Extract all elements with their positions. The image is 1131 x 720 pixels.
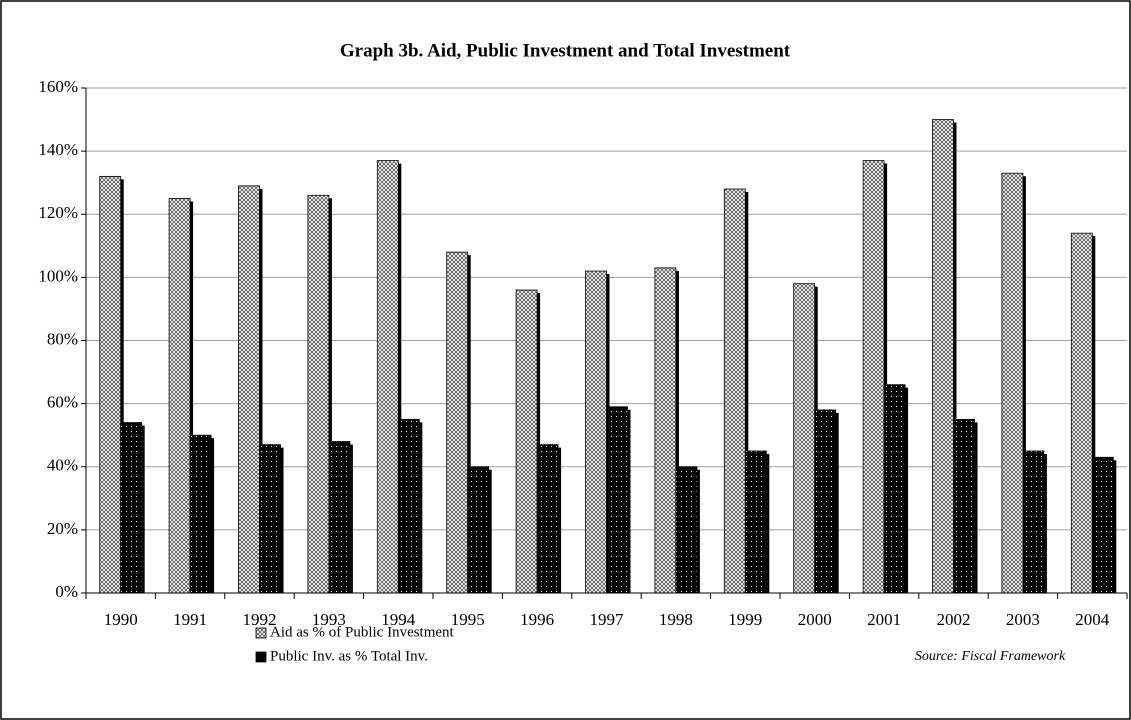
bar: [1091, 456, 1114, 594]
x-tick-label: 1992: [243, 610, 277, 629]
x-tick-label: 1997: [590, 610, 625, 629]
bar: [328, 441, 351, 594]
bar: [862, 160, 885, 594]
bar: [397, 419, 420, 594]
bar: [723, 188, 746, 594]
bar: [585, 270, 607, 594]
y-tick-label: 0%: [55, 582, 78, 601]
x-tick-label: 2002: [937, 610, 971, 629]
y-tick-label: 20%: [47, 519, 78, 538]
bar: [515, 289, 538, 594]
y-tick-label: 140%: [38, 140, 78, 159]
bar: [606, 406, 628, 594]
y-tick-label: 160%: [38, 77, 78, 96]
bar: [675, 466, 698, 594]
x-tick-label: 1993: [312, 610, 346, 629]
bar: [1070, 232, 1093, 594]
bar: [814, 409, 837, 594]
bar: [99, 175, 122, 594]
legend-swatch: [255, 627, 267, 639]
x-tick-label: 1995: [451, 610, 485, 629]
x-tick-label: 1996: [520, 610, 554, 629]
x-tick-label: 2001: [867, 610, 901, 629]
bar: [953, 419, 975, 594]
bar: [932, 119, 954, 594]
bar: [307, 194, 330, 594]
bar: [883, 384, 906, 594]
bar: [654, 267, 677, 594]
x-tick-label: 2004: [1075, 610, 1110, 629]
y-tick-label: 120%: [38, 203, 78, 222]
x-tick-label: 1998: [659, 610, 693, 629]
y-tick-label: 60%: [47, 393, 78, 412]
bar: [168, 198, 191, 594]
y-tick-label: 100%: [38, 266, 78, 285]
bar: [238, 185, 260, 594]
bar: [793, 283, 816, 594]
legend-label: Aid as % of Public Investment: [270, 624, 455, 640]
x-tick-label: 1990: [104, 610, 138, 629]
bar: [376, 160, 399, 594]
bar: [446, 251, 469, 594]
bar: [259, 444, 281, 594]
y-tick-label: 80%: [47, 329, 78, 348]
bar: [536, 444, 559, 594]
bar: [120, 422, 143, 594]
x-tick-label: 1999: [728, 610, 762, 629]
x-tick-label: 1994: [381, 610, 416, 629]
bar: [1022, 450, 1045, 594]
legend-swatch: [255, 651, 267, 663]
legend-label: Public Inv. as % Total Inv.: [270, 648, 428, 664]
bar: [744, 450, 767, 594]
bar: [467, 466, 490, 594]
x-tick-label: 2000: [798, 610, 832, 629]
x-tick-label: 1991: [173, 610, 207, 629]
source-note: Source: Fiscal Framework: [915, 649, 1066, 664]
bar: [1001, 172, 1024, 594]
chart-title: Graph 3b. Aid, Public Investment and Tot…: [340, 40, 791, 61]
bar: [189, 434, 212, 594]
y-tick-label: 40%: [47, 456, 78, 475]
x-tick-label: 2003: [1006, 610, 1040, 629]
